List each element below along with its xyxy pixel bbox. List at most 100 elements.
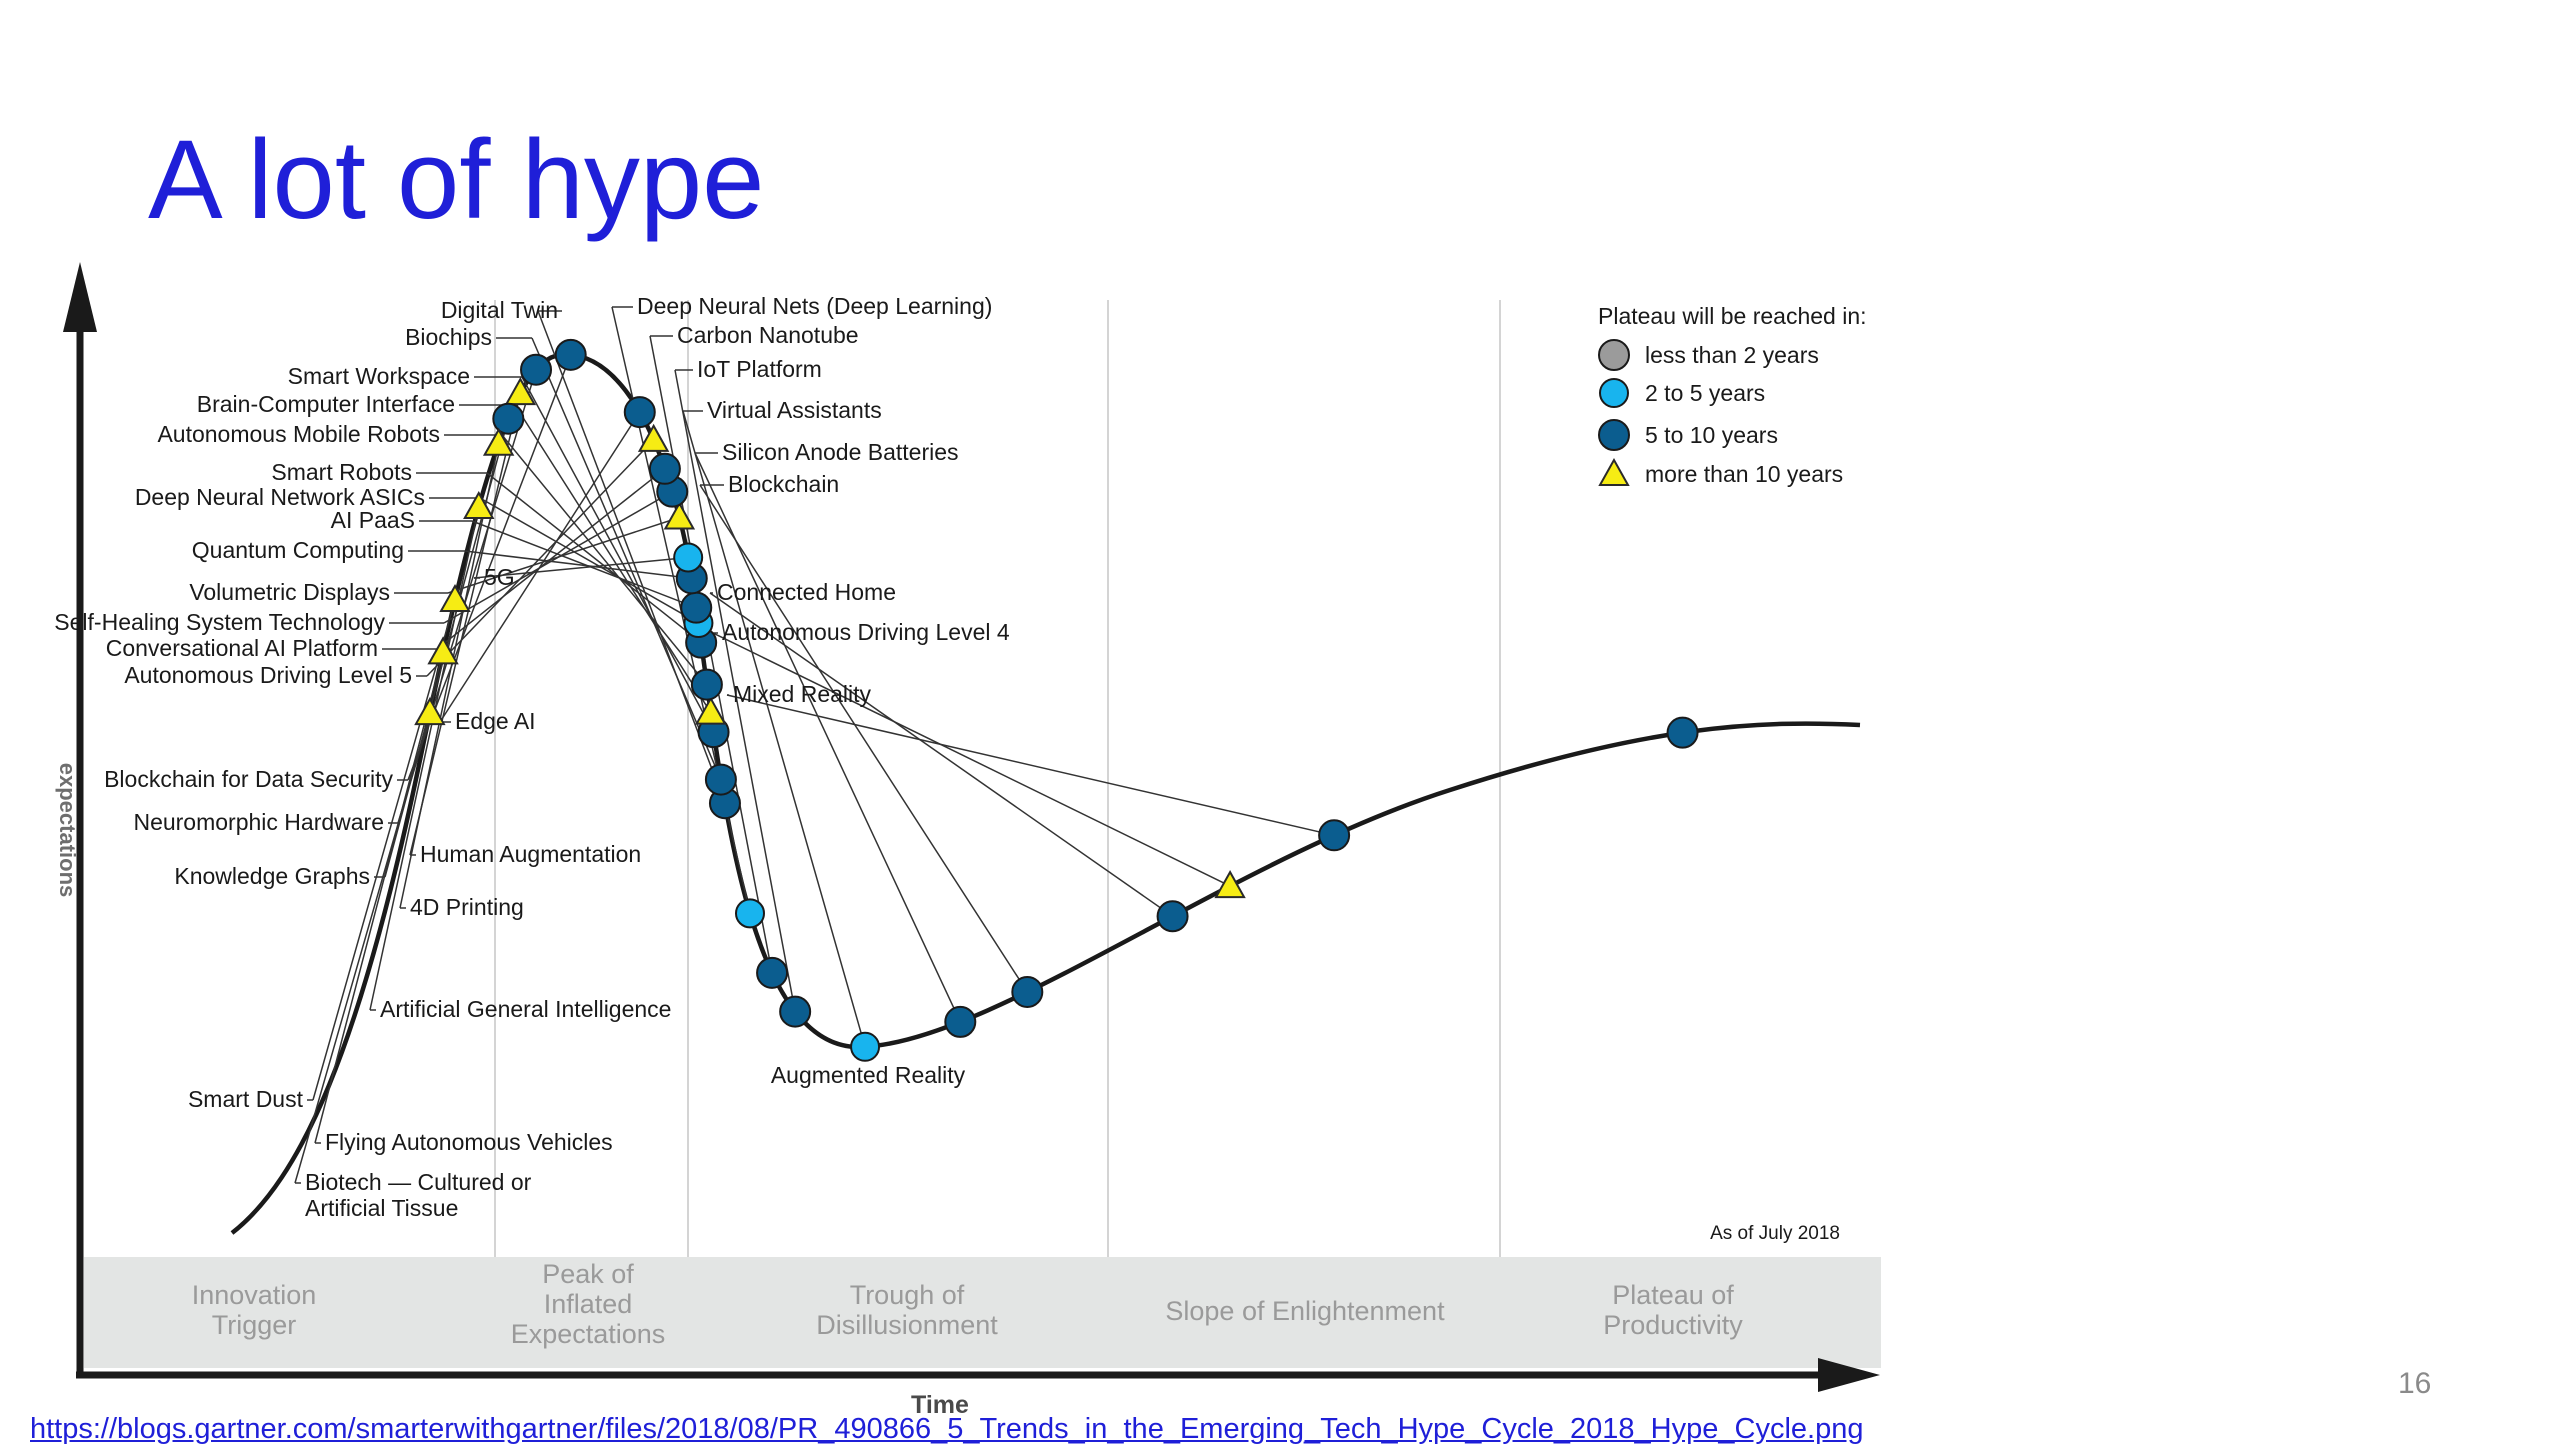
technology-markers bbox=[414, 338, 1699, 1062]
tech-label-blockchain-for-data-security: Blockchain for Data Security bbox=[104, 766, 393, 792]
marker-autonomous-mobile-robots bbox=[690, 668, 723, 701]
phase-band-bg bbox=[84, 1257, 1881, 1368]
tech-label-brain-computer-interface: Brain-Computer Interface bbox=[197, 391, 455, 417]
tech-label-autonomous-driving-level-4: Autonomous Driving Level 4 bbox=[722, 619, 1010, 645]
tech-label-carbon-nanotube: Carbon Nanotube bbox=[677, 322, 859, 348]
leader-link-edge-ai bbox=[439, 411, 641, 723]
marker-volumetric-displays bbox=[663, 501, 696, 530]
tech-label-silicon-anode-batteries: Silicon Anode Batteries bbox=[722, 439, 959, 465]
tech-label-deep-neural-nets-deep-learning: Deep Neural Nets (Deep Learning) bbox=[637, 293, 992, 319]
legend-label-2-to-5-years: 2 to 5 years bbox=[1645, 380, 1765, 406]
marker-iot-platform bbox=[779, 995, 812, 1028]
tech-label-biotech-cultured-or-artificial-tissue: Biotech — Cultured or Artificial Tissue bbox=[305, 1169, 532, 1221]
axis-labels: expectations Time As of July 2018 bbox=[55, 763, 1840, 1419]
leader-link-artificial-general-intelligence bbox=[369, 506, 480, 1011]
marker-knowledge-graphs bbox=[492, 402, 525, 435]
phase-label-plateau-of-productivity: Plateau of Productivity bbox=[1603, 1280, 1743, 1340]
leader-link-biotech-cultured-or-artificial-tissue bbox=[294, 712, 431, 1184]
phase-label-trough-of-disillusionment: Trough of Disillusionment bbox=[816, 1280, 998, 1340]
leader-link-connected-home bbox=[709, 592, 1174, 917]
marker-blockchain-for-data-security bbox=[554, 338, 587, 371]
legend-marker-2-to-5-years bbox=[1599, 378, 1629, 408]
source-link[interactable]: https://blogs.gartner.com/smarterwithgar… bbox=[30, 1413, 1864, 1445]
leader-link-autonomous-driving-level-5 bbox=[426, 439, 655, 677]
tech-label-human-augmentation: Human Augmentation bbox=[420, 841, 641, 867]
leader-link-quantum-computing bbox=[464, 550, 692, 580]
marker-smart-dust bbox=[439, 583, 471, 613]
legend-marker-more-than-10-years bbox=[1598, 457, 1630, 486]
x-axis-arrow bbox=[1818, 1358, 1880, 1392]
tech-label-5g: 5G bbox=[484, 564, 515, 590]
tech-label-mixed-reality: Mixed Reality bbox=[733, 681, 872, 707]
tech-label-neuromorphic-hardware: Neuromorphic Hardware bbox=[133, 809, 384, 835]
leader-link-smart-workspace bbox=[521, 376, 715, 733]
leader-link-smart-robots bbox=[486, 472, 702, 644]
tech-label-4d-printing: 4D Printing bbox=[410, 894, 524, 920]
leader-link-brain-computer-interface bbox=[514, 404, 712, 713]
leader-link-silicon-anode-batteries bbox=[694, 452, 961, 1023]
marker-deep-neural-nets-deep-learning bbox=[734, 898, 765, 929]
axes bbox=[63, 262, 1880, 1392]
legend-label-5-to-10-years: 5 to 10 years bbox=[1645, 422, 1778, 448]
marker-flying-autonomous-vehicles bbox=[427, 636, 459, 665]
legend: Plateau will be reached in: less than 2 y… bbox=[1598, 303, 1867, 487]
tech-label-digital-twin: Digital Twin bbox=[441, 297, 558, 323]
tech-label-augmented-reality: Augmented Reality bbox=[771, 1062, 966, 1088]
marker-neuromorphic-hardware bbox=[520, 353, 553, 386]
marker-conversational-ai-platform bbox=[648, 452, 681, 485]
y-axis-label: expectations bbox=[55, 763, 80, 898]
phase-label-peak-of-inflated-expectations: Peak of Inflated Expectations bbox=[511, 1259, 666, 1349]
leader-link-biochips bbox=[531, 337, 722, 780]
leader-link-self-healing-system-technology bbox=[443, 490, 673, 624]
tech-label-artificial-general-intelligence: Artificial General Intelligence bbox=[380, 996, 671, 1022]
leader-link-conversational-ai-platform bbox=[436, 468, 666, 650]
marker-artificial-general-intelligence bbox=[463, 490, 495, 520]
leader-link-deep-neural-network-asics bbox=[479, 497, 699, 624]
x-axis-label: Time bbox=[911, 1391, 969, 1419]
marker-5g bbox=[673, 542, 704, 573]
marker-augmented-reality bbox=[1666, 716, 1699, 749]
marker-carbon-nanotube bbox=[756, 956, 789, 989]
phase-band: Innovation Trigger Peak of Inflated Expectat… bbox=[84, 1257, 1881, 1368]
legend-marker-less-than-2-years bbox=[1598, 339, 1630, 371]
marker-biotech-cultured-or-artificial-tissue bbox=[414, 697, 446, 726]
leader-link-iot-platform bbox=[674, 369, 796, 1012]
leader-link-digital-twin bbox=[537, 310, 726, 804]
tech-label-iot-platform: IoT Platform bbox=[697, 356, 822, 382]
legend-title: Plateau will be reached in: bbox=[1598, 303, 1867, 329]
leader-link-autonomous-mobile-robots bbox=[501, 434, 708, 686]
marker-blockchain bbox=[1011, 975, 1044, 1008]
marker-mixed-reality bbox=[1318, 819, 1351, 852]
leader-link-human-augmentation bbox=[409, 392, 522, 856]
marker-human-augmentation bbox=[504, 377, 537, 406]
tech-label-connected-home: Connected Home bbox=[717, 579, 896, 605]
y-axis-arrow bbox=[63, 262, 97, 332]
leader-link-ai-paas bbox=[471, 520, 697, 609]
marker-autonomous-driving-level-5 bbox=[637, 423, 670, 452]
leader-link-neuromorphic-hardware bbox=[397, 369, 537, 824]
marker-edge-ai bbox=[623, 396, 656, 429]
marker-virtual-assistants bbox=[850, 1031, 881, 1062]
tech-label-biochips: Biochips bbox=[405, 324, 492, 350]
leader-link-virtual-assistants bbox=[682, 410, 866, 1048]
tech-label-self-healing-system-technology: Self-Healing System Technology bbox=[54, 609, 385, 635]
legend-label-more-than-10-years: more than 10 years bbox=[1645, 461, 1843, 487]
legend-marker-5-to-10-years bbox=[1598, 419, 1630, 451]
phase-label-slope-of-enlightenment: Slope of Enlightenment bbox=[1165, 1296, 1445, 1326]
leader-link-autonomous-driving-level-4 bbox=[712, 632, 1231, 887]
phase-label-innovation-trigger: Innovation Trigger bbox=[192, 1280, 317, 1340]
leader-link-blockchain bbox=[699, 484, 1028, 993]
marker-4d-printing bbox=[482, 427, 515, 456]
tech-label-blockchain: Blockchain bbox=[728, 471, 839, 497]
tech-label-autonomous-driving-level-5: Autonomous Driving Level 5 bbox=[124, 662, 412, 688]
tech-label-smart-dust: Smart Dust bbox=[188, 1086, 304, 1112]
marker-silicon-anode-batteries bbox=[944, 1005, 977, 1038]
tech-label-quantum-computing: Quantum Computing bbox=[192, 537, 404, 563]
marker-autonomous-driving-level-4 bbox=[1214, 870, 1246, 899]
page-number: 16 bbox=[2398, 1367, 2432, 1400]
tech-label-ai-paas: AI PaaS bbox=[331, 507, 415, 533]
leader-link-5g bbox=[473, 556, 689, 579]
tech-label-deep-neural-network-asics: Deep Neural Network ASICs bbox=[135, 484, 425, 510]
marker-biochips bbox=[704, 763, 737, 796]
